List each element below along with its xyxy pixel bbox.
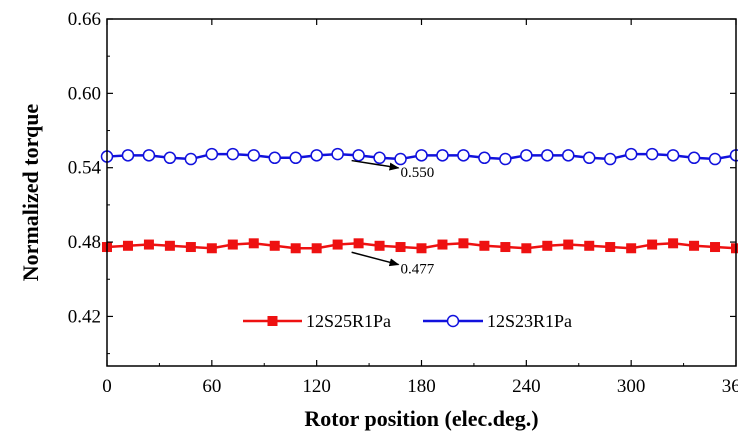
data-point — [143, 239, 154, 250]
data-point — [206, 243, 217, 254]
y-tick-label: 0.54 — [68, 158, 102, 179]
annotation-arrow — [351, 159, 400, 171]
data-point — [415, 149, 428, 162]
data-point — [163, 151, 177, 165]
data-point — [708, 152, 722, 166]
x-tick-label: 120 — [302, 376, 331, 397]
data-point — [248, 238, 259, 249]
x-tick-label: 0 — [102, 376, 112, 397]
data-point — [395, 242, 406, 253]
x-axis-title: Rotor position (elec.deg.) — [304, 406, 538, 431]
data-point — [269, 240, 280, 251]
data-point — [311, 243, 322, 254]
legend-entry: 12S25R1Pa — [243, 311, 391, 331]
x-tick-label: 300 — [617, 376, 646, 397]
data-point — [731, 243, 738, 254]
data-point — [226, 147, 240, 161]
data-point — [121, 149, 135, 162]
data-point — [310, 149, 323, 162]
data-point — [582, 151, 596, 165]
data-point — [668, 238, 679, 249]
x-tick-label: 360 — [722, 376, 738, 397]
data-point — [353, 238, 364, 249]
y-tick-label: 0.42 — [68, 306, 101, 327]
legend-entry: 12S23R1Pa — [423, 311, 572, 331]
data-point — [205, 147, 219, 161]
data-point — [603, 152, 617, 166]
y-tick-label: 0.60 — [68, 83, 101, 104]
y-axis-title: Normalized torque — [18, 104, 43, 282]
data-point — [164, 240, 175, 251]
data-point — [184, 152, 198, 166]
data-point — [332, 239, 343, 250]
annotation-layer: 0.550 0.477 — [351, 159, 435, 278]
legend-marker — [446, 314, 460, 328]
data-point — [584, 240, 595, 251]
y-tick-label: 0.66 — [68, 9, 101, 30]
data-point — [436, 149, 449, 162]
data-point — [666, 149, 680, 162]
data-point — [520, 149, 533, 162]
data-point — [479, 240, 490, 251]
data-point — [478, 151, 491, 165]
legend-marker — [267, 316, 278, 326]
data-point — [624, 147, 638, 161]
tick-layer: 0 60 120 180 240 300 360 0.42 0.48 0.54 0.60 0.66 — [68, 9, 738, 397]
y-tick-label: 0.48 — [68, 232, 101, 253]
legend-label: 12S25R1Pa — [306, 311, 391, 331]
data-point — [542, 240, 553, 251]
data-point — [122, 240, 133, 251]
data-point — [227, 239, 238, 250]
data-point — [499, 152, 512, 166]
data-point — [185, 242, 196, 253]
data-point — [352, 149, 365, 162]
data-point — [647, 239, 658, 250]
data-point — [626, 243, 637, 254]
data-point — [290, 243, 301, 254]
data-point — [331, 147, 344, 161]
data-point — [729, 149, 738, 162]
data-point — [289, 151, 302, 165]
data-point — [142, 149, 156, 162]
data-point — [500, 242, 511, 253]
data-point — [457, 149, 470, 162]
annotation-label: 0.550 — [401, 165, 435, 181]
data-point — [437, 239, 448, 250]
annotation-label: 0.477 — [401, 262, 435, 278]
data-point — [689, 240, 700, 251]
data-point — [458, 238, 469, 249]
data-point — [394, 152, 407, 166]
data-point — [541, 149, 554, 162]
x-tick-label: 180 — [407, 376, 436, 397]
data-point — [562, 149, 575, 162]
data-point — [247, 149, 261, 162]
data-point — [416, 243, 427, 254]
series-12S25R1Pa — [102, 238, 738, 254]
data-point — [687, 151, 701, 165]
data-point — [605, 242, 616, 253]
annotation-arrow — [351, 251, 400, 267]
data-point — [521, 243, 532, 254]
data-point — [268, 151, 281, 165]
series-12S23R1Pa — [100, 147, 738, 166]
data-point — [710, 242, 721, 253]
data-point — [563, 239, 574, 250]
data-point — [645, 147, 659, 161]
x-tick-label: 60 — [202, 376, 221, 397]
data-point — [374, 240, 385, 251]
data-point — [373, 151, 386, 165]
plot-frame — [106, 18, 737, 367]
legend: 12S25R1Pa 12S23R1Pa — [243, 311, 572, 331]
x-tick-label: 240 — [512, 376, 541, 397]
legend-label: 12S23R1Pa — [487, 311, 572, 331]
